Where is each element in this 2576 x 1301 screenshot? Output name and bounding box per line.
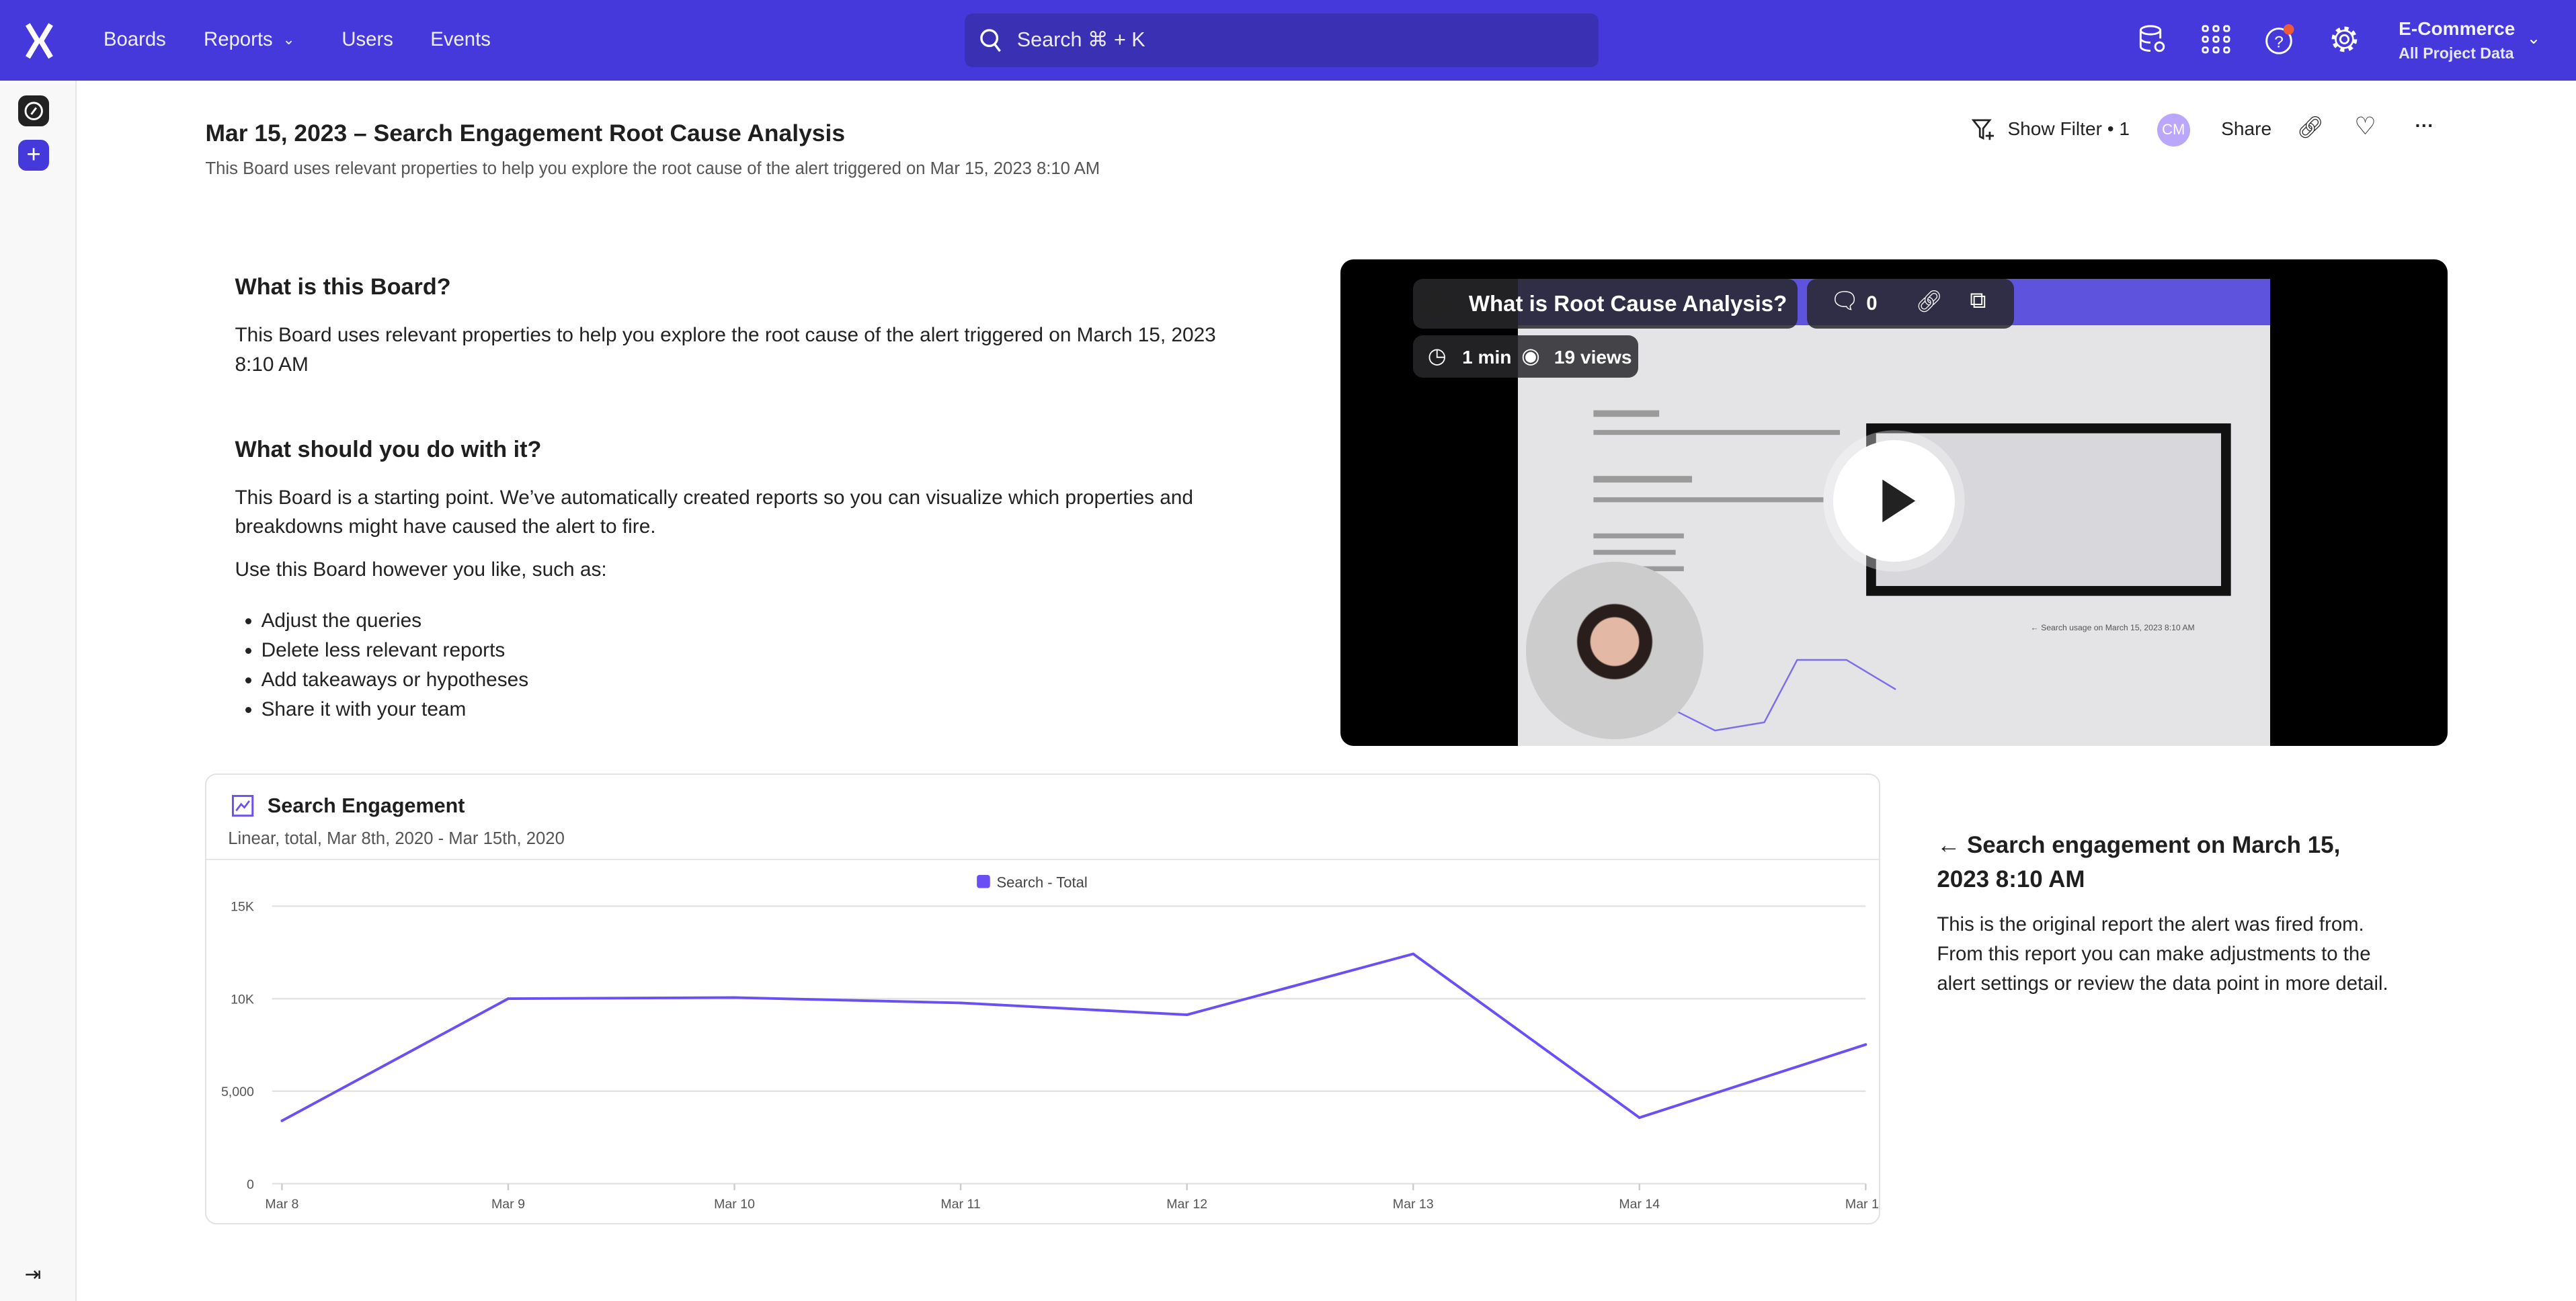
search-icon	[979, 28, 1001, 52]
report-subtitle: Linear, total, Mar 8th, 2020 - Mar 15th,…	[228, 829, 565, 848]
use-text: Use this Board however you like, such as…	[235, 558, 607, 581]
series-line	[281, 952, 1867, 1122]
data-point	[1864, 1043, 1867, 1046]
compass-button[interactable]	[17, 95, 50, 127]
show-filter-button[interactable]: Show Filter • 1	[2007, 118, 2130, 139]
avatar[interactable]: CM	[2157, 113, 2190, 146]
line-chart-icon	[232, 795, 254, 817]
list-item: Share it with your team	[261, 695, 1280, 724]
data-point	[507, 997, 510, 1001]
what-heading: What is this Board?	[235, 274, 451, 300]
help-icon[interactable]: ?	[2264, 23, 2297, 56]
presenter-bubble	[1526, 561, 1704, 739]
gear-icon[interactable]	[2328, 23, 2361, 56]
clock-icon: ◷	[1427, 343, 1447, 368]
y-tick-label: 10K	[231, 993, 255, 1007]
do-text: This Board is a starting point. We’ve au…	[235, 486, 1193, 538]
comment-icon[interactable]: 🗨︎	[1830, 288, 1859, 314]
nav-users[interactable]: Users	[341, 28, 393, 50]
data-settings-icon[interactable]	[2136, 23, 2169, 56]
page-subtitle: This Board uses relevant properties to h…	[205, 159, 1100, 179]
suggestion-list: Adjust the queries Delete less relevant …	[235, 606, 1279, 724]
svg-text:?: ?	[2274, 34, 2284, 52]
x-tick-label: Mar 15	[1845, 1197, 1879, 1212]
x-tick-label: Mar 12	[1167, 1197, 1208, 1212]
filter-icon[interactable]	[1971, 117, 1997, 142]
compass-icon	[24, 101, 43, 120]
comment-count: 0	[1866, 292, 1878, 314]
apps-grid-icon[interactable]	[2200, 23, 2232, 56]
heart-icon[interactable]: ♡	[2354, 112, 2376, 140]
video-duration: 1 min	[1462, 346, 1512, 368]
data-point	[1412, 952, 1415, 956]
report-card[interactable]: Search Engagement Linear, total, Mar 8th…	[205, 773, 1881, 1225]
description-heading: ← Search engagement on March 15, 2023 8:…	[1937, 831, 2341, 893]
logo-icon[interactable]	[23, 23, 56, 59]
data-point	[280, 1120, 284, 1122]
x-tick-label: Mar 13	[1393, 1197, 1434, 1212]
nav-events[interactable]: Events	[430, 28, 491, 50]
left-sidebar: + ⇥	[0, 80, 77, 1301]
more-icon[interactable]: ···	[2415, 115, 2434, 136]
link-icon[interactable]: 🔗︎	[2296, 115, 2324, 140]
video-link-icon[interactable]: 🔗︎	[1915, 289, 1943, 314]
nav-boards[interactable]: Boards	[103, 28, 166, 50]
eye-icon: ◉	[1521, 343, 1540, 368]
x-tick-label: Mar 10	[715, 1197, 756, 1212]
report-title[interactable]: Search Engagement	[267, 794, 465, 818]
svg-text:← Search usage on March 15, 20: ← Search usage on March 15, 2023 8:10 AM	[2031, 623, 2195, 632]
add-button[interactable]: +	[17, 139, 50, 171]
x-tick-label: Mar 14	[1619, 1197, 1660, 1212]
list-item: Add takeaways or hypotheses	[261, 665, 1280, 695]
legend-swatch	[977, 875, 991, 888]
search-placeholder: Search ⌘ + K	[1016, 28, 1145, 51]
video-player[interactable]: ← Search usage on March 15, 2023 8:10 AM…	[1340, 259, 2448, 746]
video-views: 19 views	[1554, 346, 1632, 368]
x-tick-label: Mar 11	[941, 1197, 981, 1212]
nav-reports[interactable]: Reports	[204, 28, 273, 50]
play-icon	[1882, 479, 1916, 523]
open-external-icon[interactable]: ⧉	[1970, 287, 1986, 313]
data-point	[959, 1001, 963, 1005]
line-chart: Search - Total 0 5,000 10K 15K Mar 8 Mar 9 Mar …	[221, 874, 1879, 1212]
list-item: Delete less relevant reports	[261, 636, 1280, 665]
play-button[interactable]	[1833, 439, 1956, 562]
top-nav: Boards Reports ⌄ Users Events Search ⌘ +…	[0, 0, 2576, 81]
video-actions: 🗨︎ 0 🔗︎ ⧉	[1807, 279, 2015, 329]
project-sub[interactable]: All Project Data	[2399, 44, 2514, 62]
list-item: Adjust the queries	[261, 606, 1280, 636]
x-tick-label: Mar 9	[491, 1197, 525, 1212]
y-tick-label: 15K	[231, 900, 255, 915]
data-point	[1186, 1013, 1189, 1017]
project-name[interactable]: E-Commerce	[2399, 17, 2515, 39]
video-meta: ◷ 1 min ◉ 19 views	[1412, 335, 1638, 378]
data-point	[1638, 1116, 1642, 1120]
search-input[interactable]: Search ⌘ + K	[964, 13, 1599, 68]
description-body: This is the original report the alert wa…	[1937, 913, 2388, 995]
chevron-down-icon: ⌄	[282, 31, 295, 48]
legend-label: Search - Total	[997, 874, 1088, 890]
report-description: ← Search engagement on March 15, 2023 8:…	[1937, 828, 2397, 999]
page-title: Mar 15, 2023 – Search Engagement Root Ca…	[205, 120, 846, 147]
y-tick-label: 0	[247, 1177, 254, 1192]
data-point	[733, 996, 736, 999]
project-chevron-icon[interactable]: ⌄	[2526, 29, 2541, 48]
x-tick-label: Mar 8	[266, 1197, 299, 1212]
video-title: What is Root Cause Analysis?	[1468, 290, 1787, 316]
video-title-bar: What is Root Cause Analysis?	[1412, 279, 1798, 329]
y-tick-label: 5,000	[221, 1085, 254, 1099]
do-heading: What should you do with it?	[235, 437, 542, 463]
share-button[interactable]: Share	[2221, 118, 2272, 139]
expand-sidebar-icon[interactable]: ⇥	[24, 1263, 42, 1286]
what-text: This Board uses relevant properties to h…	[235, 323, 1216, 376]
plus-icon: +	[26, 140, 41, 168]
